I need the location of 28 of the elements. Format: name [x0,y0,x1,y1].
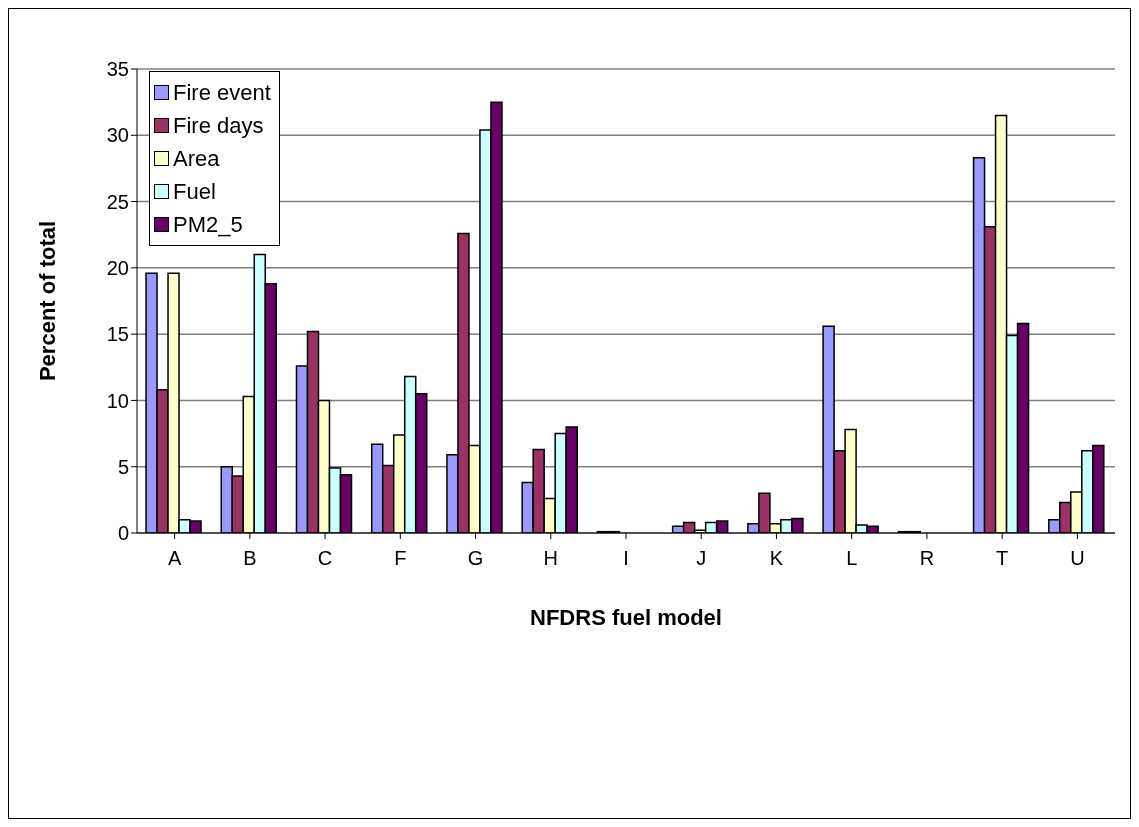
legend-label: PM2_5 [173,211,243,238]
x-tick-label: U [1070,547,1085,570]
y-tick-label: 25 [106,190,129,213]
legend-label: Area [173,145,220,172]
legend-label: Fire event [173,79,271,106]
x-tick-label: B [243,547,257,570]
y-tick-label: 0 [117,522,129,545]
x-tick-label: K [769,547,784,570]
x-axis-title: NFDRS fuel model [530,605,722,630]
y-tick-label: 15 [106,323,129,346]
x-tick-label: I [623,547,629,570]
y-tick-label: 30 [106,124,129,147]
y-tick-label: 35 [106,58,129,81]
y-tick-label: 20 [106,256,129,279]
x-tick-label: F [394,547,407,570]
y-axis-title: Percent of total [34,220,60,382]
x-tick-label: T [996,547,1009,570]
x-tick-label: A [167,547,182,570]
legend-label: Fire days [173,112,264,139]
x-tick-label: H [543,547,558,570]
legend-label: Fuel [173,178,216,205]
y-tick-label: 5 [117,455,129,478]
x-tick-label: G [467,547,484,570]
x-tick-label: R [919,547,935,570]
x-tick-label: J [696,547,707,570]
x-tick-label: L [846,547,858,570]
x-tick-label: C [317,547,333,570]
y-tick-label: 10 [106,389,129,412]
